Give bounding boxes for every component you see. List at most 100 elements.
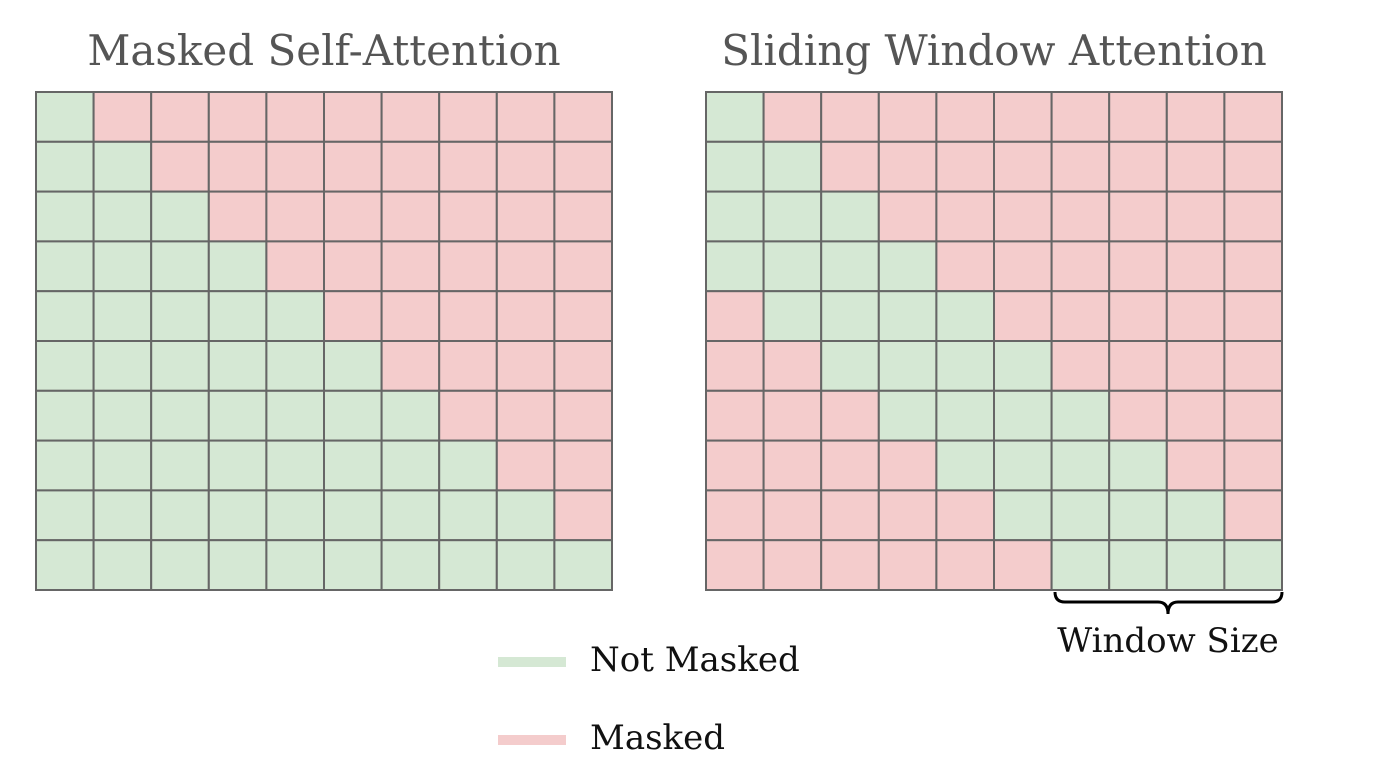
cell (877, 140, 938, 193)
cell (993, 439, 1053, 492)
cell (207, 240, 268, 293)
cell (553, 389, 614, 442)
cell (323, 539, 383, 592)
cell (380, 140, 441, 193)
cell (1050, 190, 1111, 243)
cell (1050, 91, 1111, 143)
cell (935, 140, 996, 193)
legend-label: Not Masked (590, 640, 800, 680)
cell (380, 489, 441, 542)
panel-title: Masked Self-Attention (87, 26, 560, 75)
cell (35, 290, 95, 343)
cell (877, 290, 938, 343)
cell (92, 439, 153, 492)
cell (553, 290, 614, 343)
cell (1108, 389, 1168, 442)
cell (265, 190, 325, 243)
legend-label: Masked (590, 718, 725, 758)
cell (265, 290, 325, 343)
cell (265, 91, 325, 143)
cell (92, 91, 153, 143)
cell (380, 389, 441, 442)
cell (762, 539, 823, 592)
cell (150, 91, 210, 143)
cell (438, 91, 498, 143)
cell (35, 489, 95, 542)
cell (935, 91, 996, 143)
cell (993, 91, 1053, 143)
cell (323, 240, 383, 293)
cell (935, 290, 996, 343)
cell (820, 539, 880, 592)
cell (35, 91, 95, 143)
cell (1108, 489, 1168, 542)
cell (495, 190, 556, 243)
cell (92, 240, 153, 293)
cell (1165, 340, 1226, 392)
cell (553, 240, 614, 293)
cell (265, 240, 325, 293)
cell (1223, 190, 1284, 243)
cell (438, 240, 498, 293)
cell (150, 539, 210, 592)
cell (207, 290, 268, 343)
cell (207, 389, 268, 442)
cell (820, 389, 880, 442)
cell (820, 240, 880, 293)
cell (265, 340, 325, 392)
cell (35, 389, 95, 442)
cell (877, 489, 938, 542)
cell (762, 91, 823, 143)
cell (495, 439, 556, 492)
cell (1165, 91, 1226, 143)
cell (705, 290, 765, 343)
cell (207, 190, 268, 243)
cell (265, 539, 325, 592)
brace (1053, 591, 1284, 615)
annotation: Window Size (1057, 621, 1278, 661)
cell (150, 439, 210, 492)
cell (35, 240, 95, 293)
cell (935, 539, 996, 592)
cell (762, 489, 823, 542)
cell (150, 240, 210, 293)
cell (1165, 140, 1226, 193)
cell (877, 439, 938, 492)
cell (380, 190, 441, 243)
cell (1223, 290, 1284, 343)
cell (150, 190, 210, 243)
cell (993, 539, 1053, 592)
cell (553, 190, 614, 243)
cell (762, 389, 823, 442)
cell (495, 91, 556, 143)
cell (207, 489, 268, 542)
cell (92, 389, 153, 442)
cell (762, 290, 823, 343)
cell (935, 340, 996, 392)
cell (1050, 140, 1111, 193)
cell (438, 140, 498, 193)
cell (705, 539, 765, 592)
cell (935, 190, 996, 243)
cell (323, 439, 383, 492)
cell (92, 489, 153, 542)
cell (1223, 91, 1284, 143)
grids (35, 91, 1284, 592)
cell (553, 140, 614, 193)
panel-title: Sliding Window Attention (721, 26, 1267, 75)
cell (705, 91, 765, 143)
cell (935, 240, 996, 293)
cell (265, 489, 325, 542)
cell (150, 290, 210, 343)
cell (1108, 290, 1168, 343)
cell (820, 91, 880, 143)
cell (438, 290, 498, 343)
cell (380, 539, 441, 592)
cell (705, 190, 765, 243)
cell (705, 439, 765, 492)
cell (762, 340, 823, 392)
cell (705, 140, 765, 193)
cell (1165, 389, 1226, 442)
cell (495, 340, 556, 392)
cell (1050, 539, 1111, 592)
